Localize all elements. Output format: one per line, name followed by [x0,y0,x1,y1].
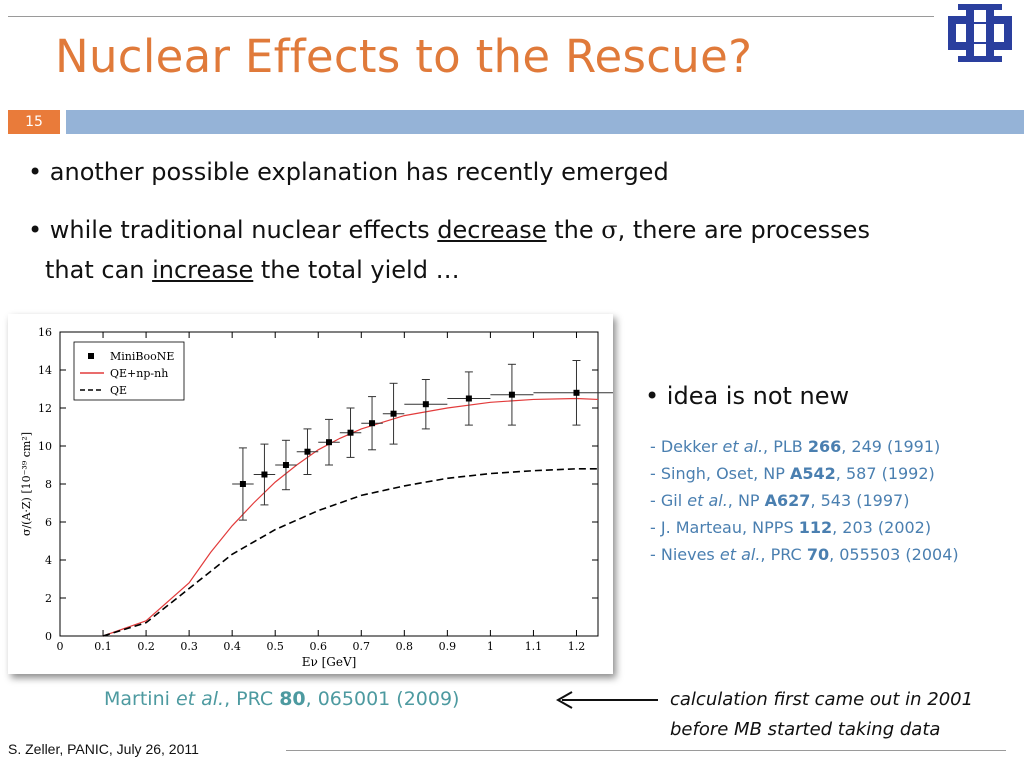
qe-curve [102,468,598,637]
fermilab-logo-icon [948,4,1012,62]
bullet-dot: • [645,382,660,410]
reference-item: - J. Marteau, NPPS 112, 203 (2002) [650,518,932,537]
y-tick-label: 14 [38,364,52,377]
x-tick-label: 1 [487,640,494,653]
cross-section-chart: 0 0.1 0.2 0.3 0.4 0.5 0.6 0.7 0.8 0.9 1 1.1 1.2 0 2 4 6 8… [20,326,613,669]
increase-word: increase [152,256,254,284]
data-point [304,448,311,455]
legend-label: QE [110,384,127,397]
idea-text: idea is not new [666,382,850,410]
bullet-2-line-2: that can increase the total yield … [45,256,460,284]
qe-np-nh-curve [102,397,599,637]
data-point [508,391,515,398]
reference-item: - Dekker et al., PLB 266, 249 (1991) [650,437,941,456]
slide-number: 15 [8,110,60,134]
x-tick-label: 0.4 [223,640,241,653]
x-tick-label: 1.1 [525,640,543,653]
bullet-2-text: while traditional nuclear effects [49,216,438,244]
bullet-dot: • [28,216,43,244]
bullet-1-text: another possible explanation has recentl… [49,158,669,186]
legend-marker [88,353,94,359]
data-point [347,429,354,436]
data-point [573,389,580,396]
data-point [369,420,376,427]
bottom-rule [286,750,1006,751]
y-tick-label: 6 [45,516,52,529]
bullet-2-line-1: • while traditional nuclear effects decr… [28,216,870,244]
reference-list: - Dekker et al., PLB 266, 249 (1991) - S… [650,433,959,568]
bullet-2-text: the [546,216,602,244]
chart-panel: 0 0.1 0.2 0.3 0.4 0.5 0.6 0.7 0.8 0.9 1 1.1 1.2 0 2 4 6 8… [8,314,613,674]
decrease-word: decrease [437,216,547,244]
reference-item: - Nieves et al., PRC 70, 055503 (2004) [650,545,959,564]
calculation-note: calculation first came out in 2001 befor… [670,685,973,745]
bullet-1: • another possible explanation has recen… [28,158,669,186]
data-point [261,471,268,478]
reference-item: - Gil et al., NP A627, 543 (1997) [650,491,910,510]
bullet-idea: • idea is not new [645,382,849,410]
x-tick-label: 0.7 [353,640,371,653]
header-bar [66,110,1024,134]
data-point [422,401,429,408]
y-tick-label: 12 [38,402,52,415]
y-tick-label: 0 [45,630,52,643]
x-tick-label: 0.3 [180,640,198,653]
y-tick-label: 16 [38,326,52,339]
x-tick-label: 1.2 [568,640,586,653]
y-tick-label: 8 [45,478,52,491]
bullet-2-text: the total yield … [253,256,460,284]
note-line-1: calculation first came out in 2001 [670,689,974,710]
slide-title: Nuclear Effects to the Rescue? [55,30,753,83]
sigma-symbol: σ [601,216,618,244]
bullet-2-text: that can [45,256,153,284]
x-tick-label: 0 [57,640,64,653]
data-point [326,439,332,446]
y-tick-label: 4 [45,554,52,567]
y-axis-label: σ/(A·Z) [10⁻³⁹ cm²] [20,432,33,536]
x-axis-label: Eν [GeV] [302,655,357,669]
y-tick-label: 10 [38,440,52,453]
bullet-dot: • [28,158,43,186]
legend-label: MiniBooNE [110,350,174,363]
x-tick-label: 0.2 [137,640,155,653]
footer-text: S. Zeller, PANIC, July 26, 2011 [8,741,199,757]
chart-citation: Martini et al., PRC 80, 065001 (2009) [104,688,460,710]
note-line-2: before MB started taking data [670,719,941,740]
x-tick-label: 0.5 [266,640,284,653]
x-tick-label: 0.1 [94,640,112,653]
bullet-2-text: , there are processes [617,216,870,244]
data-point [239,481,246,487]
left-arrow-icon [555,691,658,709]
legend-label: QE+np-nh [110,367,168,380]
data-point [390,410,397,417]
x-tick-label: 0.9 [439,640,457,653]
data-point [465,395,472,402]
reference-item: - Singh, Oset, NP A542, 587 (1992) [650,464,935,483]
x-tick-label: 0.6 [309,640,327,653]
y-tick-label: 2 [45,592,52,605]
data-point [282,462,289,468]
top-rule [8,16,934,17]
x-tick-label: 0.8 [396,640,414,653]
